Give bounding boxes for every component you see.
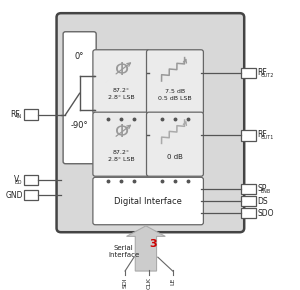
- Bar: [241, 130, 256, 141]
- Text: SDI: SDI: [123, 277, 128, 288]
- Text: 7.5 dB
0.5 dB LSB: 7.5 dB 0.5 dB LSB: [158, 89, 192, 101]
- Text: 87.2°
2.8° LSB: 87.2° 2.8° LSB: [108, 150, 135, 162]
- Text: OUT2: OUT2: [261, 73, 274, 78]
- Bar: [24, 109, 38, 120]
- Bar: [24, 190, 38, 200]
- Text: Serial
Interface: Serial Interface: [108, 245, 139, 258]
- FancyBboxPatch shape: [146, 112, 203, 176]
- Text: RF: RF: [257, 68, 267, 77]
- Text: ENB: ENB: [260, 189, 271, 194]
- Text: V: V: [14, 175, 19, 184]
- Bar: [241, 68, 256, 78]
- Text: DS: DS: [257, 197, 268, 206]
- Text: GND: GND: [5, 191, 23, 200]
- Text: SP: SP: [257, 184, 266, 193]
- Text: 87.2°
2.8° LSB: 87.2° 2.8° LSB: [108, 88, 135, 99]
- FancyBboxPatch shape: [93, 50, 150, 114]
- FancyBboxPatch shape: [57, 13, 244, 232]
- Text: 0 dB: 0 dB: [167, 154, 183, 160]
- Text: Digital Interface: Digital Interface: [114, 197, 182, 206]
- Text: RF: RF: [10, 110, 20, 119]
- FancyBboxPatch shape: [63, 32, 96, 164]
- Bar: [241, 208, 256, 218]
- FancyBboxPatch shape: [93, 177, 203, 225]
- Text: SDO: SDO: [257, 209, 274, 218]
- Bar: [241, 196, 256, 206]
- FancyArrow shape: [127, 226, 165, 271]
- Text: OUT1: OUT1: [261, 135, 274, 140]
- Text: LE: LE: [170, 277, 175, 284]
- Text: $\Phi$: $\Phi$: [114, 61, 129, 79]
- Bar: [24, 175, 38, 185]
- Text: CLK: CLK: [146, 277, 152, 289]
- Text: DD: DD: [15, 180, 22, 185]
- Text: RF: RF: [257, 130, 267, 139]
- Text: 3: 3: [149, 240, 157, 249]
- FancyBboxPatch shape: [146, 50, 203, 114]
- FancyBboxPatch shape: [93, 112, 150, 176]
- Bar: [241, 184, 256, 194]
- Text: IN: IN: [16, 114, 22, 119]
- Text: -90°: -90°: [71, 121, 88, 130]
- Text: $\Phi$: $\Phi$: [114, 123, 129, 141]
- Text: 0°: 0°: [75, 52, 84, 61]
